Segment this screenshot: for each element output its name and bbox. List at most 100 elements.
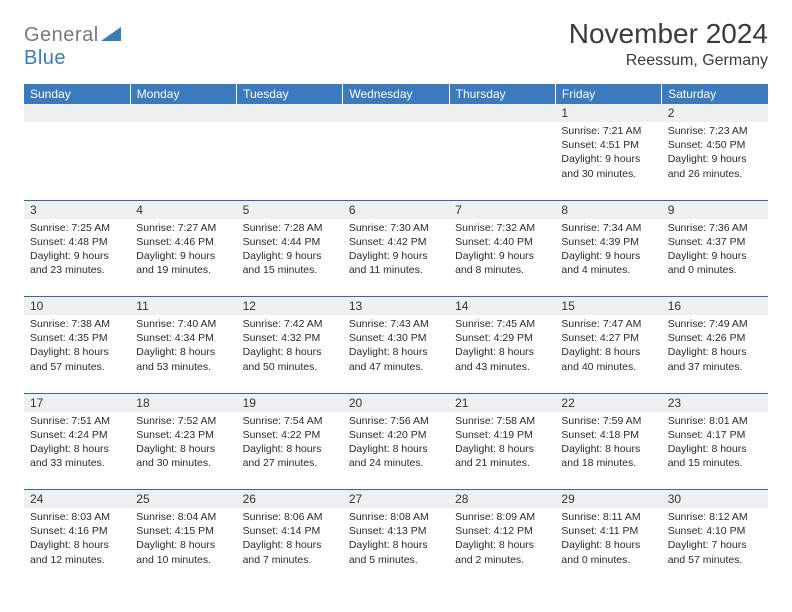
daylight-text-1: Daylight: 9 hours [243,249,337,263]
day-number: 10 [24,297,130,316]
sunset-text: Sunset: 4:14 PM [243,524,337,538]
day-info: Sunrise: 7:32 AMSunset: 4:40 PMDaylight:… [449,219,555,282]
daylight-text-2: and 27 minutes. [243,456,337,470]
daylight-text-2: and 7 minutes. [243,553,337,567]
sunset-text: Sunset: 4:19 PM [455,428,549,442]
sunrise-text: Sunrise: 7:28 AM [243,221,337,235]
sunrise-text: Sunrise: 7:42 AM [243,317,337,331]
day-number: 5 [237,200,343,219]
day-number: 30 [662,490,768,509]
day-info: Sunrise: 8:11 AMSunset: 4:11 PMDaylight:… [555,508,661,571]
daylight-text-2: and 57 minutes. [668,553,762,567]
sunset-text: Sunset: 4:40 PM [455,235,549,249]
daylight-text-2: and 15 minutes. [668,456,762,470]
day-cell: Sunrise: 7:54 AMSunset: 4:22 PMDaylight:… [237,412,343,490]
daylight-text-1: Daylight: 9 hours [455,249,549,263]
weekday-header: Tuesday [237,84,343,104]
daylight-text-1: Daylight: 9 hours [668,249,762,263]
daylight-text-1: Daylight: 8 hours [243,345,337,359]
daylight-text-2: and 18 minutes. [561,456,655,470]
day-cell: Sunrise: 7:32 AMSunset: 4:40 PMDaylight:… [449,219,555,297]
day-number: 7 [449,200,555,219]
sunrise-text: Sunrise: 8:12 AM [668,510,762,524]
daylight-text-2: and 30 minutes. [561,167,655,181]
day-cell: Sunrise: 7:58 AMSunset: 4:19 PMDaylight:… [449,412,555,490]
day-info: Sunrise: 7:49 AMSunset: 4:26 PMDaylight:… [662,315,768,378]
day-number: 12 [237,297,343,316]
daylight-text-2: and 57 minutes. [30,360,124,374]
weekday-header: Friday [555,84,661,104]
week-row: Sunrise: 7:21 AMSunset: 4:51 PMDaylight:… [24,122,768,200]
day-cell: Sunrise: 8:08 AMSunset: 4:13 PMDaylight:… [343,508,449,586]
day-info: Sunrise: 7:45 AMSunset: 4:29 PMDaylight:… [449,315,555,378]
daylight-text-1: Daylight: 8 hours [349,442,443,456]
day-info: Sunrise: 7:21 AMSunset: 4:51 PMDaylight:… [555,122,661,185]
sunrise-text: Sunrise: 7:27 AM [136,221,230,235]
sunset-text: Sunset: 4:11 PM [561,524,655,538]
day-number [24,104,130,122]
day-cell: Sunrise: 7:49 AMSunset: 4:26 PMDaylight:… [662,315,768,393]
day-cell: Sunrise: 7:25 AMSunset: 4:48 PMDaylight:… [24,219,130,297]
sunrise-text: Sunrise: 7:40 AM [136,317,230,331]
daylight-text-1: Daylight: 8 hours [30,442,124,456]
daynum-row: 10111213141516 [24,297,768,316]
day-info: Sunrise: 7:40 AMSunset: 4:34 PMDaylight:… [130,315,236,378]
daylight-text-1: Daylight: 9 hours [668,152,762,166]
sunset-text: Sunset: 4:12 PM [455,524,549,538]
day-info: Sunrise: 7:43 AMSunset: 4:30 PMDaylight:… [343,315,449,378]
daylight-text-2: and 26 minutes. [668,167,762,181]
daynum-row: 3456789 [24,200,768,219]
day-info: Sunrise: 7:36 AMSunset: 4:37 PMDaylight:… [662,219,768,282]
daylight-text-1: Daylight: 8 hours [243,442,337,456]
day-number: 22 [555,393,661,412]
daylight-text-1: Daylight: 8 hours [136,538,230,552]
sunrise-text: Sunrise: 8:04 AM [136,510,230,524]
sunset-text: Sunset: 4:35 PM [30,331,124,345]
daylight-text-1: Daylight: 8 hours [349,345,443,359]
day-info: Sunrise: 8:03 AMSunset: 4:16 PMDaylight:… [24,508,130,571]
daylight-text-2: and 21 minutes. [455,456,549,470]
daylight-text-1: Daylight: 8 hours [561,442,655,456]
day-info: Sunrise: 7:23 AMSunset: 4:50 PMDaylight:… [662,122,768,185]
weekday-header: Monday [130,84,236,104]
daylight-text-2: and 24 minutes. [349,456,443,470]
daylight-text-2: and 23 minutes. [30,263,124,277]
day-number: 4 [130,200,236,219]
day-cell: Sunrise: 7:52 AMSunset: 4:23 PMDaylight:… [130,412,236,490]
day-cell: Sunrise: 8:04 AMSunset: 4:15 PMDaylight:… [130,508,236,586]
sunrise-text: Sunrise: 7:43 AM [349,317,443,331]
month-title: November 2024 [569,18,768,50]
logo: General Blue [24,24,121,70]
sunset-text: Sunset: 4:37 PM [668,235,762,249]
sunrise-text: Sunrise: 7:32 AM [455,221,549,235]
day-number: 2 [662,104,768,122]
sunrise-text: Sunrise: 7:51 AM [30,414,124,428]
day-info: Sunrise: 7:27 AMSunset: 4:46 PMDaylight:… [130,219,236,282]
day-info: Sunrise: 7:30 AMSunset: 4:42 PMDaylight:… [343,219,449,282]
day-number: 15 [555,297,661,316]
daylight-text-1: Daylight: 8 hours [30,345,124,359]
sunrise-text: Sunrise: 8:09 AM [455,510,549,524]
daylight-text-2: and 40 minutes. [561,360,655,374]
day-number [343,104,449,122]
sunset-text: Sunset: 4:30 PM [349,331,443,345]
day-number: 23 [662,393,768,412]
week-row: Sunrise: 7:25 AMSunset: 4:48 PMDaylight:… [24,219,768,297]
sunrise-text: Sunrise: 7:30 AM [349,221,443,235]
sunset-text: Sunset: 4:32 PM [243,331,337,345]
sunset-text: Sunset: 4:39 PM [561,235,655,249]
daynum-row: 12 [24,104,768,122]
day-number: 19 [237,393,343,412]
day-info: Sunrise: 7:52 AMSunset: 4:23 PMDaylight:… [130,412,236,475]
day-info: Sunrise: 7:56 AMSunset: 4:20 PMDaylight:… [343,412,449,475]
day-number: 17 [24,393,130,412]
sunset-text: Sunset: 4:27 PM [561,331,655,345]
day-info: Sunrise: 8:01 AMSunset: 4:17 PMDaylight:… [662,412,768,475]
week-row: Sunrise: 7:38 AMSunset: 4:35 PMDaylight:… [24,315,768,393]
daynum-row: 17181920212223 [24,393,768,412]
day-info: Sunrise: 7:38 AMSunset: 4:35 PMDaylight:… [24,315,130,378]
sunset-text: Sunset: 4:24 PM [30,428,124,442]
day-number: 25 [130,490,236,509]
sunrise-text: Sunrise: 7:49 AM [668,317,762,331]
calendar-table: Sunday Monday Tuesday Wednesday Thursday… [24,84,768,586]
